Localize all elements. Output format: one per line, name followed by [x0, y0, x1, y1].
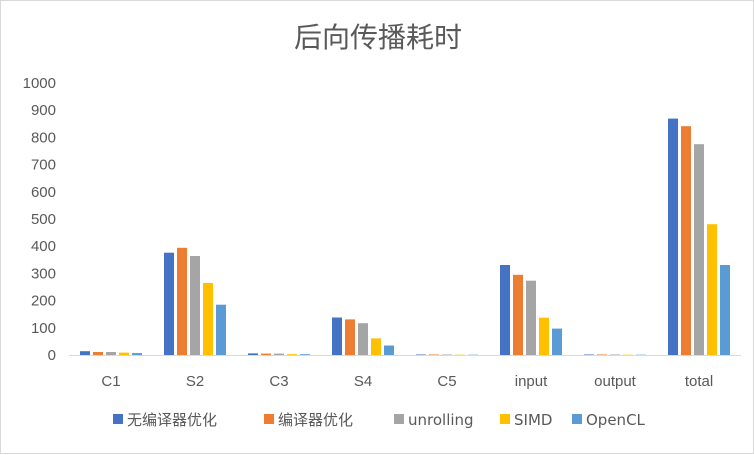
bar	[106, 352, 116, 355]
legend: 无编译器优化 编译器优化 unrolling SIMD OpenCL	[113, 411, 646, 429]
bar	[552, 329, 562, 355]
bar	[526, 281, 536, 355]
y-tick-label: 400	[31, 238, 56, 255]
bar	[300, 354, 310, 355]
y-tick-label: 0	[48, 347, 56, 364]
y-tick-label: 700	[31, 157, 56, 174]
y-tick-label: 900	[31, 102, 56, 119]
legend-swatch	[113, 414, 123, 424]
x-tick-label: S4	[354, 373, 372, 390]
legend-swatch	[500, 414, 510, 424]
x-tick-label: C5	[437, 373, 456, 390]
y-tick-label: 100	[31, 320, 56, 337]
bar	[539, 318, 549, 355]
legend-label: SIMD	[514, 411, 552, 429]
legend-swatch	[394, 414, 404, 424]
bar	[500, 265, 510, 355]
legend-label: 无编译器优化	[127, 411, 217, 429]
bar	[132, 353, 142, 355]
bar	[429, 355, 439, 356]
x-tick-label: C1	[101, 373, 120, 390]
bar	[584, 355, 594, 356]
bar	[274, 354, 284, 355]
bar	[164, 253, 174, 355]
chart-title: 后向传播耗时	[294, 21, 462, 54]
bar	[345, 319, 355, 355]
legend-label: OpenCL	[586, 411, 646, 429]
bar	[216, 305, 226, 355]
bar	[597, 355, 607, 356]
bar	[371, 338, 381, 355]
bar	[610, 355, 620, 356]
bar	[203, 283, 213, 355]
bar	[416, 355, 426, 356]
y-tick-label: 800	[31, 129, 56, 146]
bar	[668, 119, 678, 355]
bar	[248, 353, 258, 355]
bar	[720, 265, 730, 355]
y-tick-label: 200	[31, 293, 56, 310]
bar	[681, 126, 691, 355]
y-tick-label: 600	[31, 184, 56, 201]
bar	[442, 355, 452, 356]
y-tick-label: 1000	[23, 75, 56, 92]
bar	[358, 323, 368, 355]
bar	[177, 248, 187, 355]
y-tick-label: 500	[31, 211, 56, 228]
x-tick-label: S2	[186, 373, 204, 390]
bars	[80, 119, 730, 355]
bar	[513, 275, 523, 355]
y-axis-ticks: 0 100 200 300 400 500 600 700 800 900 1000	[23, 75, 56, 364]
bar	[707, 224, 717, 355]
x-tick-label: input	[515, 373, 548, 390]
bar	[93, 352, 103, 355]
x-axis-ticks: C1 S2 C3 S4 C5 input output total	[101, 373, 713, 390]
bar	[287, 354, 297, 355]
bar	[80, 351, 90, 355]
x-tick-label: output	[594, 373, 637, 390]
legend-label: 编译器优化	[278, 411, 353, 429]
bar	[694, 144, 704, 355]
bar	[261, 354, 271, 355]
x-tick-label: C3	[269, 373, 288, 390]
bar	[332, 318, 342, 356]
legend-swatch	[264, 414, 274, 424]
bar	[384, 346, 394, 356]
x-tick-label: total	[685, 373, 713, 390]
legend-label: unrolling	[408, 411, 474, 429]
legend-swatch	[572, 414, 582, 424]
bar	[119, 353, 129, 355]
y-tick-label: 300	[31, 265, 56, 282]
bar	[190, 256, 200, 355]
